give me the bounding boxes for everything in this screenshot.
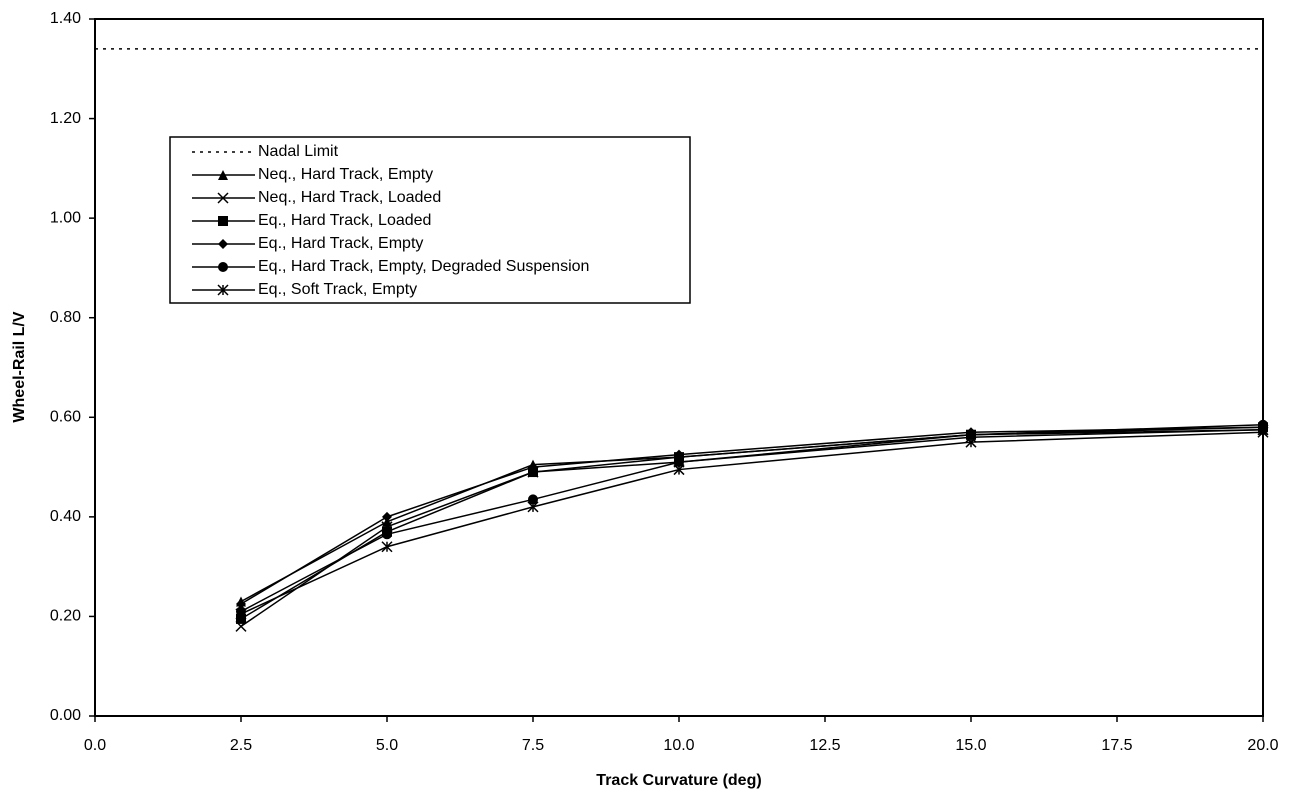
marker-shape — [382, 511, 392, 522]
marker-shape — [218, 170, 228, 180]
marker — [528, 494, 538, 505]
marker-shape — [966, 429, 976, 440]
x-tick-label: 10.0 — [663, 737, 694, 754]
marker — [217, 284, 229, 296]
marker-shape — [236, 598, 246, 609]
x-tick-label: 5.0 — [376, 737, 398, 754]
marker — [382, 511, 392, 522]
marker — [382, 529, 392, 540]
marker — [674, 449, 684, 460]
legend-label: Eq., Hard Track, Empty — [258, 235, 423, 252]
plot-frame — [94, 18, 1264, 717]
marker — [674, 457, 684, 468]
legend-label: Eq., Hard Track, Empty, Degraded Suspens… — [258, 258, 589, 275]
marker — [218, 262, 228, 272]
marker — [673, 464, 685, 476]
y-tick-label: 0.80 — [50, 309, 81, 326]
x-tick-label: 12.5 — [809, 737, 840, 754]
marker-stroke — [217, 192, 229, 204]
marker — [527, 501, 539, 513]
series-line — [240, 424, 1264, 613]
y-tick-label: 1.00 — [50, 209, 81, 226]
y-tick-label: 0.20 — [50, 608, 81, 625]
marker-shape — [218, 262, 228, 272]
x-tick-label: 0.0 — [84, 737, 106, 754]
y-tick-label: 1.40 — [50, 10, 81, 27]
legend-label: Neq., Hard Track, Loaded — [258, 189, 441, 206]
marker — [218, 216, 228, 226]
legend — [169, 136, 691, 304]
marker-shape — [218, 239, 228, 249]
x-axis-title: Track Curvature (deg) — [596, 772, 761, 789]
x-tick-label: 20.0 — [1247, 737, 1278, 754]
y-axis-title: Wheel-Rail L/V — [11, 311, 28, 422]
series-line — [240, 426, 1264, 605]
marker — [236, 598, 246, 609]
marker — [218, 170, 228, 180]
marker — [217, 192, 229, 204]
marker-shape — [528, 462, 538, 473]
legend-label: Eq., Hard Track, Loaded — [258, 212, 431, 229]
marker — [1258, 419, 1268, 430]
legend-label: Nadal Limit — [258, 143, 339, 160]
marker — [235, 608, 247, 620]
marker — [381, 541, 393, 553]
legend-label: Neq., Hard Track, Empty — [258, 166, 433, 183]
y-tick-label: 0.40 — [50, 508, 81, 525]
y-tick-label: 1.20 — [50, 110, 81, 127]
legend-label: Eq., Soft Track, Empty — [258, 281, 417, 298]
y-tick-label: 0.60 — [50, 409, 81, 426]
marker — [966, 429, 976, 440]
series-line — [240, 431, 1264, 615]
marker-shape — [382, 529, 392, 540]
marker — [1257, 426, 1269, 438]
marker-shape — [674, 457, 684, 468]
y-tick-label: 0.00 — [50, 707, 81, 724]
x-tick-label: 15.0 — [955, 737, 986, 754]
marker — [528, 462, 538, 473]
marker — [218, 239, 228, 249]
x-tick-label: 17.5 — [1101, 737, 1132, 754]
series-line — [240, 428, 1264, 628]
marker-shape — [218, 216, 228, 226]
x-tick-label: 2.5 — [230, 737, 252, 754]
marker-shape — [528, 494, 538, 505]
marker — [965, 436, 977, 448]
x-tick-label: 7.5 — [522, 737, 544, 754]
marker-shape — [1258, 419, 1268, 430]
marker-shape — [674, 449, 684, 460]
